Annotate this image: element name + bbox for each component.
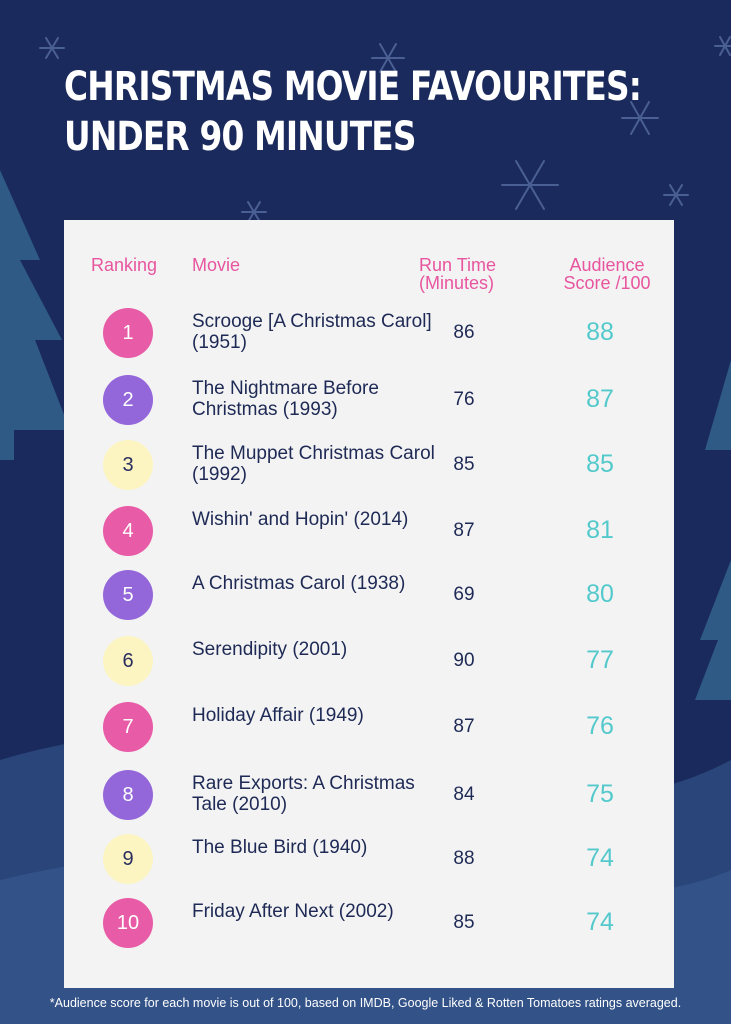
movie-title: Serendipity (2001)	[192, 639, 348, 660]
movie-title: Friday After Next (2002)	[192, 901, 394, 922]
audience-score: 74	[586, 908, 614, 936]
snowflake-icon	[39, 36, 731, 223]
run-time: 69	[453, 584, 475, 605]
movie-title: Wishin' and Hopin' (2014)	[192, 509, 409, 530]
rank-badge: 2	[103, 375, 153, 425]
run-time: 76	[453, 389, 475, 410]
audience-score: 74	[586, 844, 614, 872]
audience-score: 77	[586, 646, 614, 674]
rank-badge: 10	[103, 898, 153, 948]
movie-title: The Blue Bird (1940)	[192, 837, 368, 858]
run-time: 87	[453, 716, 475, 737]
page-title-line-1: CHRISTMAS MOVIE FAVOURITES:	[64, 64, 642, 110]
rank-badge: 3	[103, 440, 153, 490]
pine-tree-icon	[695, 360, 731, 700]
pine-tree-icon	[0, 170, 70, 460]
run-time: 88	[453, 848, 475, 869]
run-time: 90	[453, 650, 475, 671]
audience-score: 85	[586, 450, 614, 478]
rank-badge: 4	[103, 506, 153, 556]
header-run-time: Run Time (Minutes)	[419, 255, 497, 293]
movie-title: Scrooge [A Christmas Carol] (1951)	[192, 311, 432, 353]
header-ranking: Ranking	[91, 255, 158, 275]
header-audience-score: Audience Score /100	[563, 255, 651, 293]
audience-score: 76	[586, 712, 614, 740]
movie-title: The Muppet Christmas Carol (1992)	[192, 443, 435, 485]
movie-title: A Christmas Carol (1938)	[192, 573, 406, 594]
audience-score: 88	[586, 318, 614, 346]
rank-badge: 7	[103, 702, 153, 752]
audience-score: 75	[586, 780, 614, 808]
movie-title: The Nightmare Before Christmas (1993)	[192, 378, 379, 420]
audience-score: 80	[586, 580, 614, 608]
ranking-table: Ranking Movie Run Time (Minutes) Audienc…	[64, 220, 674, 988]
movie-title: Holiday Affair (1949)	[192, 705, 364, 726]
rank-badge: 9	[103, 834, 153, 884]
footnote: *Audience score for each movie is out of…	[49, 996, 682, 1010]
rank-badge: 1	[103, 308, 153, 358]
page-title-line-2: UNDER 90 MINUTES	[64, 114, 416, 160]
audience-score: 87	[586, 385, 614, 413]
run-time: 84	[453, 784, 475, 805]
movie-title: Rare Exports: A Christmas Tale (2010)	[192, 773, 415, 815]
page-title: CHRISTMAS MOVIE FAVOURITES: UNDER 90 MIN…	[64, 62, 642, 162]
rank-badge: 8	[103, 770, 153, 820]
header-movie: Movie	[192, 255, 241, 275]
run-time: 87	[453, 520, 475, 541]
run-time: 85	[453, 912, 475, 933]
rank-badge: 5	[103, 570, 153, 620]
rank-badge: 6	[103, 636, 153, 686]
run-time: 85	[453, 454, 475, 475]
audience-score: 81	[586, 516, 614, 544]
run-time: 86	[453, 322, 475, 343]
